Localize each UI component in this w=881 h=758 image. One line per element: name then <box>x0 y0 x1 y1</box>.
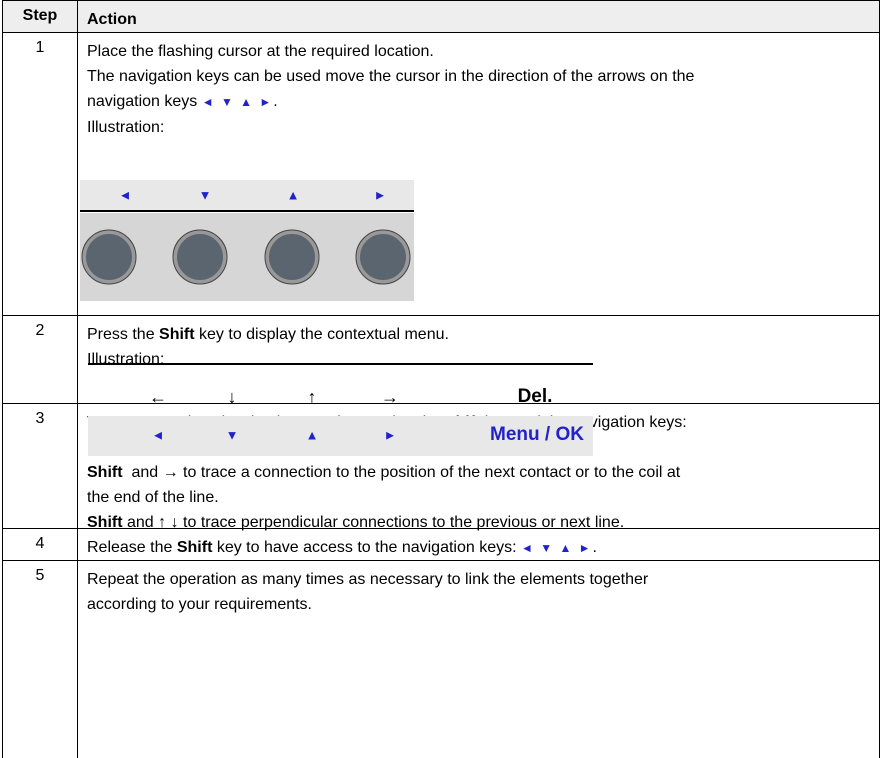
text: Place the flashing cursor at the require… <box>87 43 434 60</box>
nav-keys: ◄ ▼ ▲ ► <box>521 541 593 555</box>
text: . <box>592 539 597 556</box>
text-line: Press the Shift key to display the conte… <box>87 322 879 347</box>
text: key to have access to the navigation key… <box>212 539 522 556</box>
step-cell: 5 <box>2 560 77 758</box>
arrow-key: ◄ <box>152 427 165 442</box>
action-cell: Release the Shift key to have access to … <box>77 528 880 560</box>
text-line: navigation keys ◄ ▼ ▲ ►. <box>87 89 879 115</box>
action-cell: Repeat the operation as many times as ne… <box>77 560 880 758</box>
key-name: Shift <box>176 539 213 556</box>
key-name: Shift <box>87 464 123 481</box>
shift-arrow: ↓ <box>228 387 237 407</box>
text-line: Release the Shift key to have access to … <box>87 535 879 561</box>
text-line: Shift and → to trace a connection to the… <box>87 460 879 485</box>
text-line: Repeat the operation as many times as ne… <box>87 567 879 592</box>
step-cell: 1 <box>2 32 77 315</box>
arrow-key: ► <box>374 187 387 202</box>
nav-keys: ◄ ▼ ▲ ► <box>201 95 274 109</box>
action-cell: Place the flashing cursor at the require… <box>77 32 880 315</box>
key-name: Shift <box>87 514 123 531</box>
arrow-key: ▼ <box>199 187 212 202</box>
text-line: The navigation keys can be used move the… <box>87 64 879 89</box>
text: . <box>273 93 278 110</box>
arrow-key: ◄ <box>119 187 132 202</box>
key-name: Shift <box>159 326 195 343</box>
text: The navigation keys can be used move the… <box>87 68 695 85</box>
text: Illustration: <box>87 119 165 136</box>
text: navigation keys <box>87 93 202 110</box>
arrow-key: ▼ <box>226 427 239 442</box>
arrow-key: ▲ <box>306 427 319 442</box>
text-line: Shift and ↑ ↓ to trace perpendicular con… <box>87 510 879 535</box>
text: and → to trace a connection to the posit… <box>122 464 681 481</box>
action-cell: Press the Shift key to display the conte… <box>77 315 880 403</box>
text: according to your requirements. <box>87 596 312 613</box>
text-line: Illustration: <box>87 115 879 140</box>
header-step: Step <box>2 0 77 32</box>
arrow-key: ▲ <box>287 187 300 202</box>
text-line: according to your requirements. <box>87 592 879 617</box>
arrow-key: ► <box>384 427 397 442</box>
menu-label: Menu / OK <box>490 424 584 445</box>
text: and ↑ ↓ to trace perpendicular connectio… <box>122 514 625 531</box>
step-cell: 3 <box>2 403 77 528</box>
header-action: Action <box>77 0 880 32</box>
text: the end of the line. <box>87 489 219 506</box>
illustration-1: ◄ ▼ ▲ ► <box>80 180 414 301</box>
text: key to display the contextual menu. <box>194 326 449 343</box>
step-cell: 4 <box>2 528 77 560</box>
text-line: the end of the line. <box>87 485 879 510</box>
text: Press the <box>87 326 160 343</box>
shift-arrow: → <box>381 387 399 407</box>
text-line: Place the flashing cursor at the require… <box>87 39 879 64</box>
delete-label: Del. <box>518 386 553 407</box>
text: Repeat the operation as many times as ne… <box>87 571 649 588</box>
shift-arrow: ↑ <box>308 387 317 407</box>
illustration-2: ← ↓ ↑ → Del. ◄ ▼ ▲ ► Menu / OK <box>88 363 593 456</box>
text: Release the <box>87 539 177 556</box>
shift-arrow: ← <box>149 387 167 407</box>
step-cell: 2 <box>2 315 77 403</box>
